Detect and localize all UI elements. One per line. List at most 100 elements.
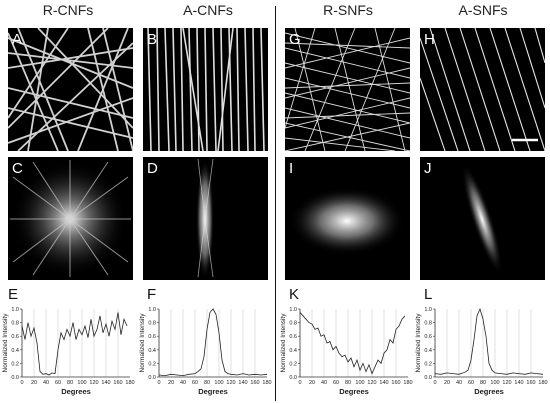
column-title-a-snfs: A-SNFs bbox=[458, 2, 508, 18]
panel-label-f: F bbox=[147, 286, 157, 303]
y-tick-label: 0.0 bbox=[11, 375, 19, 381]
x-tick-label: 0 bbox=[433, 380, 436, 386]
x-tick-label: 120 bbox=[502, 380, 511, 386]
panel-label-i: I bbox=[289, 160, 294, 177]
panel-label-a: A bbox=[12, 31, 23, 48]
panel-label-h: H bbox=[424, 31, 435, 48]
x-tick-label: 160 bbox=[526, 380, 535, 386]
x-tick-label: 160 bbox=[113, 380, 122, 386]
y-tick-label: 0.4 bbox=[424, 348, 432, 354]
axis-line bbox=[21, 309, 130, 378]
x-tick-label: 0 bbox=[157, 380, 160, 386]
x-tick-label: 140 bbox=[238, 380, 247, 386]
x-tick-label: 40 bbox=[180, 380, 186, 386]
y-tick-label: 0.0 bbox=[148, 375, 156, 381]
y-tick-label: 0.8 bbox=[424, 321, 432, 327]
panel-label-d: D bbox=[147, 160, 158, 177]
y-tick-label: 1.0 bbox=[11, 307, 19, 313]
y-axis-label: Normalized Intensity bbox=[139, 313, 146, 373]
x-tick-label: 40 bbox=[321, 380, 327, 386]
x-tick-label: 160 bbox=[391, 380, 400, 386]
intensity-line bbox=[21, 312, 128, 376]
y-tick-label: 0.6 bbox=[289, 334, 297, 340]
x-tick-label: 120 bbox=[89, 380, 98, 386]
x-tick-label: 80 bbox=[480, 380, 486, 386]
panel-label-e: E bbox=[8, 286, 19, 303]
panel-label-g: G bbox=[289, 31, 301, 48]
y-tick-label: 0.8 bbox=[289, 321, 297, 327]
micrograph-b bbox=[143, 28, 268, 151]
intensity-line bbox=[434, 307, 544, 375]
x-tick-label: 120 bbox=[226, 380, 235, 386]
x-tick-label: 100 bbox=[490, 380, 499, 386]
x-tick-label: 0 bbox=[298, 380, 301, 386]
intensity-plot-k: 0.0 0.2 0.4 0.6 0.8 1.0 0 20 40 60 80 100 120 140 160 1… bbox=[280, 307, 413, 396]
x-tick-label: 140 bbox=[514, 380, 523, 386]
x-tick-label: 20 bbox=[309, 380, 315, 386]
y-tick-label: 0.4 bbox=[289, 348, 297, 354]
x-tick-label: 20 bbox=[31, 380, 37, 386]
intensity-plot-e: 0.0 0.2 0.4 0.6 0.8 1.0 0 20 40 60 80 100 120 140 160 1… bbox=[2, 307, 135, 396]
x-tick-label: 60 bbox=[468, 380, 474, 386]
y-tick-label: 0.4 bbox=[148, 348, 156, 354]
x-tick-label: 140 bbox=[101, 380, 110, 386]
intensity-plot-f: 0.0 0.2 0.4 0.6 0.8 1.0 0 20 40 60 80 100 120 140 160 1… bbox=[139, 307, 272, 396]
x-tick-label: 0 bbox=[20, 380, 23, 386]
x-tick-label: 140 bbox=[379, 380, 388, 386]
y-axis-label: Normalized Intensity bbox=[415, 313, 422, 373]
column-title-r-snfs: R-SNFs bbox=[323, 2, 373, 18]
x-tick-label: 60 bbox=[192, 380, 198, 386]
y-tick-label: 0.6 bbox=[424, 334, 432, 340]
x-tick-label: 160 bbox=[250, 380, 259, 386]
x-tick-label: 60 bbox=[333, 380, 339, 386]
y-tick-label: 0.4 bbox=[11, 348, 19, 354]
panel-label-l: L bbox=[424, 286, 433, 303]
x-tick-label: 40 bbox=[43, 380, 49, 386]
x-tick-label: 180 bbox=[403, 380, 412, 386]
column-divider bbox=[275, 6, 276, 401]
panel-label-b: B bbox=[147, 31, 158, 48]
column-title-r-cnfs: R-CNFs bbox=[42, 2, 94, 18]
y-tick-label: 0.0 bbox=[424, 375, 432, 381]
y-axis-label: Normalized Intensity bbox=[2, 313, 9, 373]
intensity-line bbox=[299, 312, 406, 375]
y-axis-label: Normalized Intensity bbox=[280, 313, 287, 373]
x-tick-label: 80 bbox=[204, 380, 210, 386]
x-tick-label: 180 bbox=[262, 380, 271, 386]
y-tick-label: 0.2 bbox=[424, 361, 432, 367]
fft-j bbox=[420, 157, 545, 280]
micrograph-a bbox=[8, 28, 133, 151]
y-tick-label: 0.6 bbox=[148, 334, 156, 340]
x-tick-label: 100 bbox=[214, 380, 223, 386]
x-tick-label: 120 bbox=[367, 380, 376, 386]
x-tick-label: 100 bbox=[77, 380, 86, 386]
axis-line bbox=[434, 309, 543, 378]
y-tick-label: 1.0 bbox=[148, 307, 156, 313]
column-title-a-cnfs: A-CNFs bbox=[183, 2, 233, 18]
y-tick-label: 1.0 bbox=[289, 307, 297, 313]
y-tick-label: 0.2 bbox=[289, 361, 297, 367]
panel-label-k: K bbox=[289, 286, 300, 303]
panel-label-j: J bbox=[424, 160, 432, 177]
micrograph-h bbox=[420, 28, 545, 151]
micrograph-g bbox=[285, 28, 410, 151]
y-tick-label: 0.6 bbox=[11, 334, 19, 340]
fft-c bbox=[8, 157, 133, 280]
x-tick-label: 180 bbox=[125, 380, 134, 386]
intensity-plot-l: 0.0 0.2 0.4 0.6 0.8 1.0 0 20 40 60 80 100 120 140 160 1… bbox=[415, 307, 548, 396]
x-axis-label: Degrees bbox=[198, 387, 228, 396]
x-tick-label: 40 bbox=[456, 380, 462, 386]
x-tick-label: 20 bbox=[168, 380, 174, 386]
x-tick-label: 20 bbox=[444, 380, 450, 386]
y-tick-label: 0.2 bbox=[148, 361, 156, 367]
axis-line bbox=[158, 309, 267, 378]
x-axis-label: Degrees bbox=[339, 387, 369, 396]
fft-i bbox=[285, 157, 410, 280]
fft-d bbox=[143, 157, 268, 280]
x-tick-label: 80 bbox=[67, 380, 73, 386]
y-tick-label: 0.8 bbox=[148, 321, 156, 327]
x-tick-label: 100 bbox=[355, 380, 364, 386]
intensity-line bbox=[158, 308, 268, 377]
x-tick-label: 80 bbox=[345, 380, 351, 386]
x-tick-label: 60 bbox=[55, 380, 61, 386]
